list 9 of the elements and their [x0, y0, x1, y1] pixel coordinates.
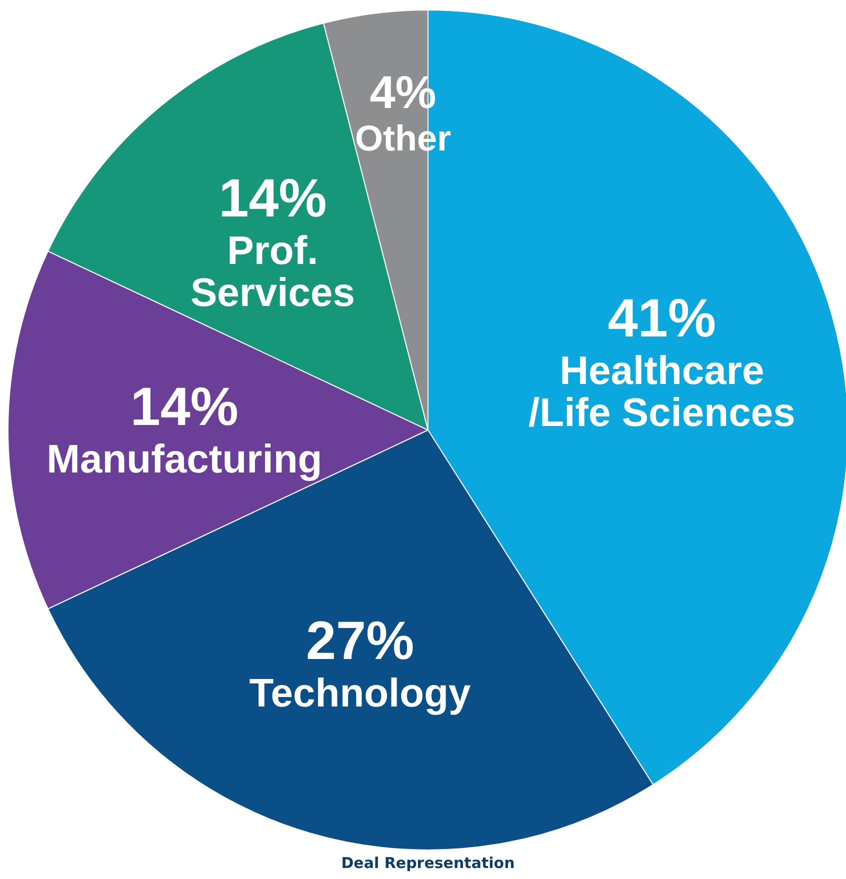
data-label: 14% [130, 377, 238, 438]
data-label: 41% [608, 288, 716, 348]
slice-label: Healthcare /Life Sciences [528, 348, 796, 435]
slice-label: Prof. Services [190, 229, 356, 316]
text: Deal Representation [341, 854, 515, 872]
data-label: 14% [218, 168, 327, 229]
data-label: 27% [306, 611, 414, 672]
slice-label: Technology [249, 672, 472, 716]
slice-label: Manufacturing [46, 438, 322, 482]
